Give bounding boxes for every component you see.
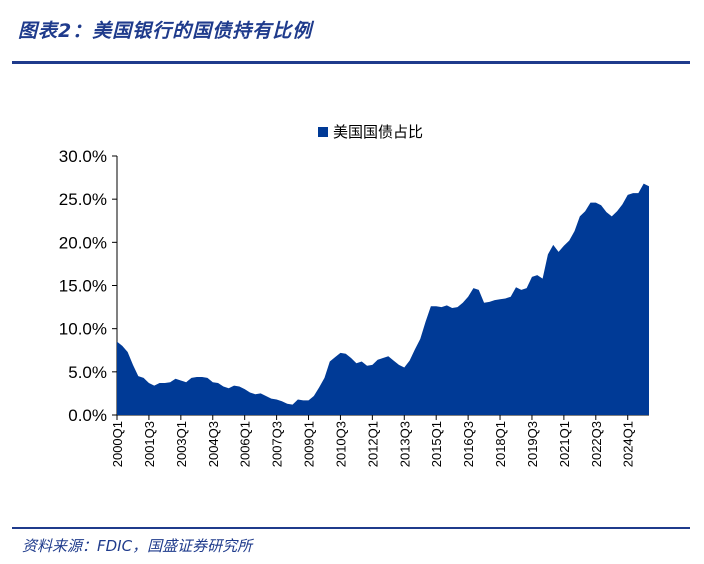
x-tick-label: 2006Q1 <box>238 421 253 467</box>
figure-title: 图表2：美国银行的国债持有比例 <box>18 20 313 42</box>
footer-divider <box>12 527 690 529</box>
y-tick-label: 0.0% <box>68 406 107 425</box>
legend-label: 美国国债占比 <box>333 123 423 141</box>
x-tick-label: 2000Q1 <box>110 421 125 467</box>
x-tick-label: 2016Q3 <box>461 421 476 467</box>
legend-swatch <box>318 127 328 137</box>
x-tick-label: 2010Q3 <box>333 421 348 467</box>
y-tick-label: 30.0% <box>59 147 107 166</box>
x-tick-label: 2019Q3 <box>525 421 540 467</box>
legend: 美国国债占比 <box>318 123 423 141</box>
x-tick-label: 2021Q1 <box>557 421 572 467</box>
y-axis: 0.0% 5.0% 10.0% 15.0% 20.0% 25.0% 30.0% <box>59 147 118 425</box>
x-axis: 2000Q1 2001Q3 2003Q1 2004Q3 2006Q1 2007Q3 2009… <box>110 414 649 467</box>
x-tick-label: 2015Q1 <box>429 421 444 467</box>
x-tick-label: 2001Q3 <box>142 421 157 467</box>
x-tick-label: 2018Q1 <box>493 421 508 467</box>
x-tick-label: 2007Q3 <box>270 421 285 467</box>
x-tick-label: 2024Q1 <box>621 421 636 467</box>
y-tick-label: 10.0% <box>59 320 107 339</box>
series-area <box>117 183 649 415</box>
x-tick-label: 2009Q1 <box>302 421 317 467</box>
x-tick-label: 2012Q1 <box>365 421 380 467</box>
y-tick-label: 20.0% <box>59 233 107 252</box>
x-tick-label: 2022Q3 <box>589 421 604 467</box>
x-tick-label: 2013Q3 <box>397 421 412 467</box>
y-tick-label: 5.0% <box>68 363 107 382</box>
y-tick-label: 25.0% <box>59 190 107 209</box>
y-tick-label: 15.0% <box>59 277 107 296</box>
x-tick-label: 2003Q1 <box>174 421 189 467</box>
title-divider <box>12 61 690 64</box>
source-note: 资料来源：FDIC，国盛证券研究所 <box>22 537 253 555</box>
plot-area <box>117 183 649 415</box>
x-tick-label: 2004Q3 <box>206 421 221 467</box>
